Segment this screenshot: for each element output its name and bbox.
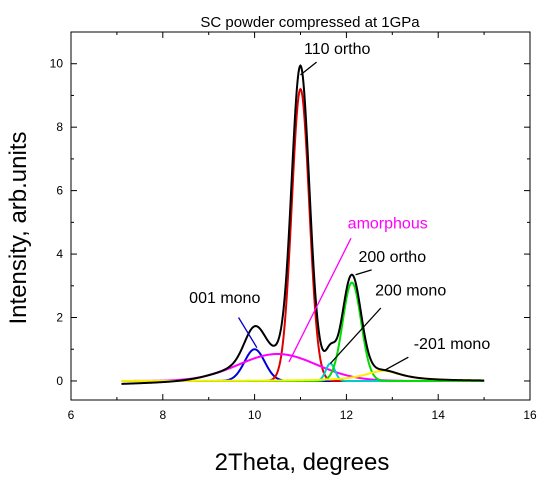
annotation-arrow [385,356,409,371]
x-axis-title: 2Theta, degrees [215,449,390,476]
annotation-label: 200 ortho [358,249,426,266]
chart-title: SC powder compressed at 1GPa [200,14,420,31]
y-tick-label: 2 [56,311,63,325]
series-sum [121,64,485,385]
series-mono001 [121,348,485,382]
x-tick-label: 6 [68,408,75,422]
x-tick-label: 14 [432,408,446,422]
annotation-arrow [300,61,317,76]
annotation-label: 001 mono [189,290,260,307]
annotation-label: -201 mono [414,336,491,353]
annotations-layer: 110 ortho amorphous 200 ortho 001 mono 200 m… [189,41,491,371]
curves-layer [121,64,485,385]
y-axis-title: Intensity, arb.units [5,132,32,325]
annotation-label: 110 ortho [304,41,371,58]
x-tick-label: 12 [340,408,354,422]
annotation-arrow [288,237,352,363]
series-amorphous [121,353,485,382]
x-tick-label: 16 [523,408,537,422]
y-tick-label: 8 [56,120,63,134]
x-tick-label: 10 [248,408,262,422]
y-tick-label: 0 [56,374,63,388]
y-tick-label: 10 [50,57,64,71]
annotation-label: 200 mono [375,282,446,299]
y-tick-label: 4 [56,247,63,261]
annotation-arrow [237,317,258,348]
x-tick-label: 8 [159,408,166,422]
y-tick-label: 6 [56,184,63,198]
annotation-label: amorphous [348,216,428,233]
annotation-arrow [355,269,372,276]
axes-layer: 6 8 10 12 14 16 0 2 4 6 8 10 [50,31,537,422]
annotation-arrow [329,307,382,364]
